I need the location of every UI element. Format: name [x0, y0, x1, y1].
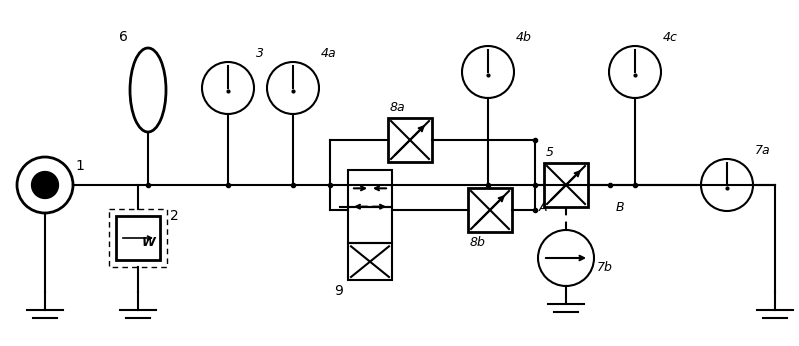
Text: 6: 6 [119, 30, 128, 44]
Text: 8a: 8a [390, 101, 406, 114]
Text: 5: 5 [546, 146, 554, 159]
Bar [468, 188, 512, 232]
Bar [109, 209, 167, 267]
Text: A: A [539, 201, 547, 214]
Bar [348, 170, 392, 207]
Text: 4b: 4b [516, 31, 532, 44]
Text: 2: 2 [170, 209, 179, 223]
Text: 4a: 4a [321, 47, 336, 60]
Text: W: W [142, 236, 156, 248]
Text: 3: 3 [256, 47, 264, 60]
Text: 9: 9 [334, 284, 343, 298]
Bar [388, 118, 432, 162]
Text: 1: 1 [75, 159, 84, 173]
Circle shape [31, 172, 58, 199]
Bar [348, 243, 392, 280]
Text: 8b: 8b [470, 236, 486, 249]
Bar [544, 163, 588, 207]
Text: 7a: 7a [755, 144, 770, 157]
Text: 7b: 7b [597, 261, 613, 274]
Text: B: B [616, 201, 625, 214]
Text: 4c: 4c [663, 31, 678, 44]
Bar [116, 216, 160, 260]
Bar [348, 207, 392, 243]
